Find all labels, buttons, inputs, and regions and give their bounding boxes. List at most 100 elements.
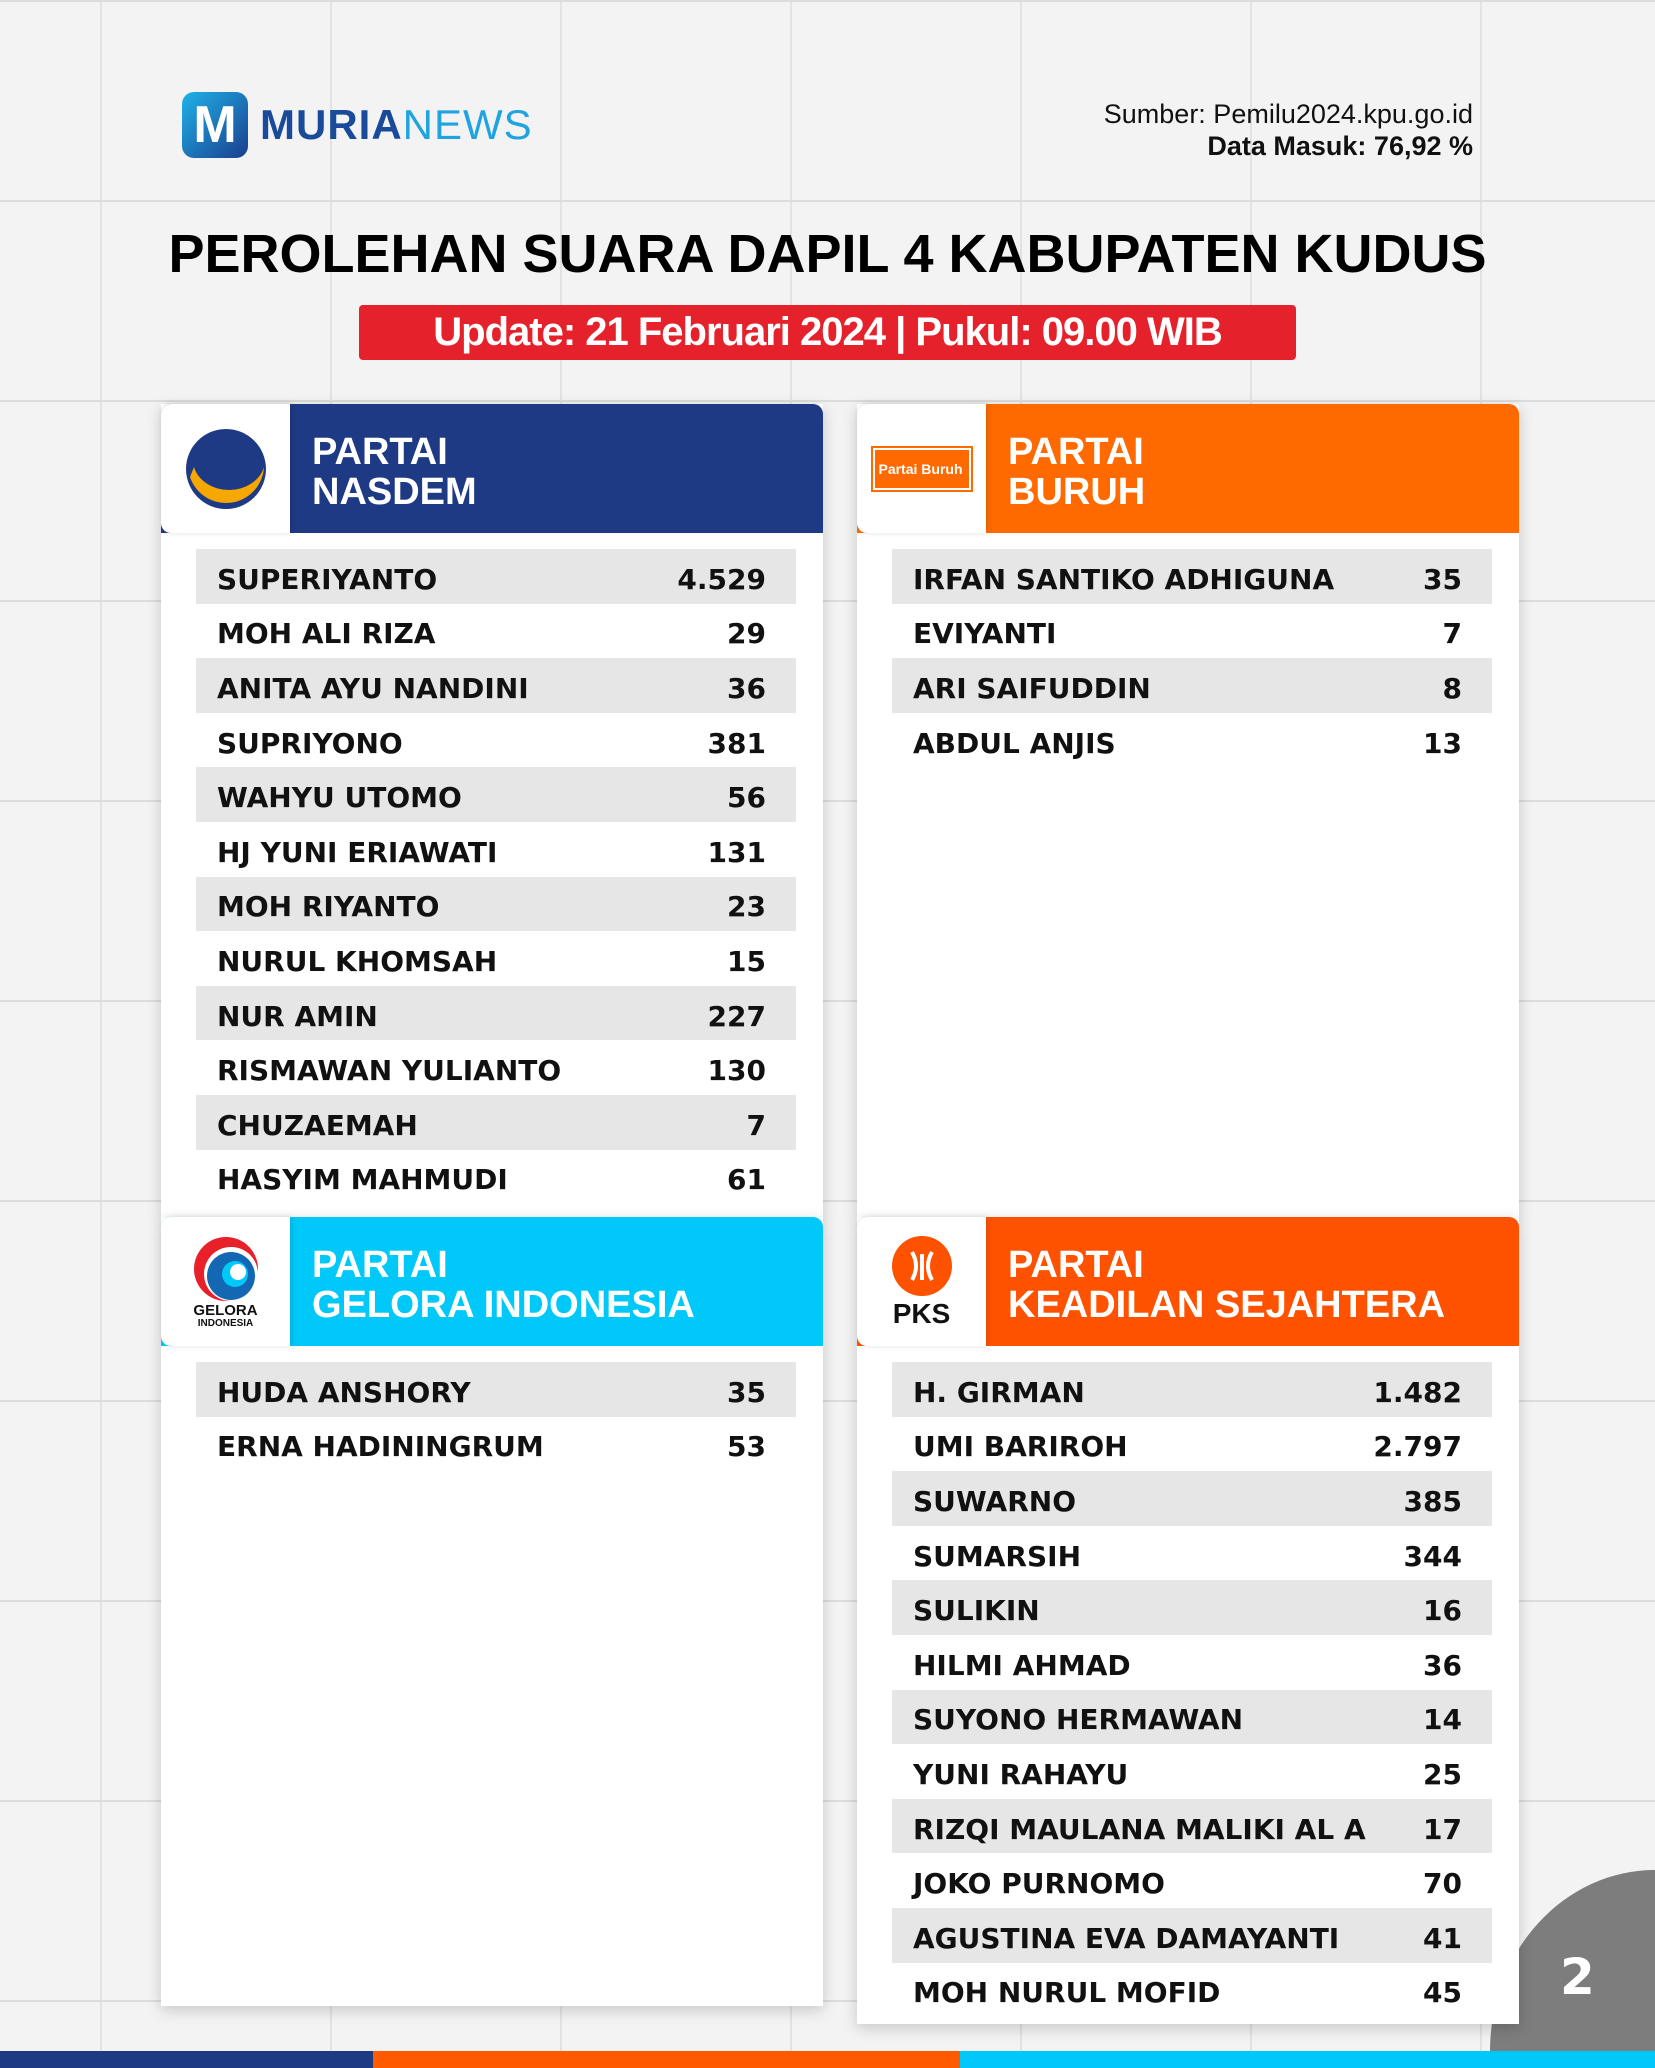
candidate-name: ABDUL ANJIS xyxy=(913,726,1116,760)
candidate-row: JOKO PURNOMO 70 xyxy=(892,1853,1492,1908)
candidate-name: MOH NURUL MOFID xyxy=(913,1976,1221,2010)
candidate-name: AGUSTINA EVA DAMAYANTI xyxy=(913,1921,1340,1955)
vote-count: 35 xyxy=(727,1375,766,1409)
logo-mark: M xyxy=(182,92,248,158)
vote-count: 130 xyxy=(707,1054,766,1088)
gelora-logo: GELORA INDONESIA xyxy=(161,1217,290,1346)
nasdem-logo xyxy=(161,404,290,533)
candidate-row: ANITA AYU NANDINI 36 xyxy=(196,658,796,713)
candidate-name: ARI SAIFUDDIN xyxy=(913,671,1151,705)
candidate-name: CHUZAEMAH xyxy=(217,1108,418,1142)
candidate-row: ABDUL ANJIS 13 xyxy=(892,713,1492,768)
vote-count: 16 xyxy=(1423,1594,1462,1628)
candidate-row: AGUSTINA EVA DAMAYANTI 41 xyxy=(892,1907,1492,1963)
candidate-row: IRFAN SANTIKO ADHIGUNA 35 xyxy=(892,549,1492,604)
candidate-name: NUR AMIN xyxy=(217,999,378,1033)
candidate-row: RISMAWAN YULIANTO 130 xyxy=(196,1040,796,1095)
candidate-row: HJ YUNI ERIAWATI 131 xyxy=(196,822,796,877)
candidate-row: NUR AMIN 227 xyxy=(196,985,796,1041)
vote-count: 385 xyxy=(1403,1484,1462,1518)
candidate-row: SUPERIYANTO 4.529 xyxy=(196,549,796,604)
party-card-gelora: GELORA INDONESIA PARTAI GELORA INDONESIA … xyxy=(161,1217,823,2006)
candidate-row: WAHYU UTOMO 56 xyxy=(196,767,796,822)
party-name-line1: PARTAI xyxy=(312,1244,448,1286)
vote-count: 23 xyxy=(727,890,766,924)
candidate-name: EVIYANTI xyxy=(913,617,1057,651)
candidate-row: UMI BARIROH 2.797 xyxy=(892,1417,1492,1472)
party-card-nasdem: PARTAI NASDEM SUPERIYANTO 4.529 MOH ALI RIZ… xyxy=(161,404,823,1217)
candidate-row: NURUL KHOMSAH 15 xyxy=(196,931,796,986)
vote-count: 13 xyxy=(1423,726,1462,760)
source-info: Sumber: Pemilu2024.kpu.go.id Data Masuk:… xyxy=(1104,98,1473,162)
party-name-line1: PARTAI xyxy=(312,431,448,473)
candidate-row: H. GIRMAN 1.482 xyxy=(892,1362,1492,1417)
vote-count: 36 xyxy=(1423,1648,1462,1682)
candidate-row: MOH RIYANTO 23 xyxy=(196,876,796,932)
candidate-row: SUYONO HERMAWAN 14 xyxy=(892,1689,1492,1745)
vote-count: 8 xyxy=(1442,671,1462,705)
candidate-row: YUNI RAHAYU 25 xyxy=(892,1744,1492,1799)
candidate-name: WAHYU UTOMO xyxy=(217,781,462,815)
candidate-name: SUPRIYONO xyxy=(217,726,403,760)
candidate-name: NURUL KHOMSAH xyxy=(217,944,498,978)
party-name-line1: PARTAI xyxy=(1008,1244,1144,1286)
vote-count: 15 xyxy=(727,944,766,978)
candidate-name: YUNI RAHAYU xyxy=(913,1757,1129,1791)
candidate-name: SUMARSIH xyxy=(913,1539,1082,1573)
candidate-row: MOH ALI RIZA 29 xyxy=(196,604,796,659)
data-progress: Data Masuk: 76,92 % xyxy=(1207,131,1473,161)
partai-buruh-logo: Partai Buruh xyxy=(857,404,986,533)
candidate-name: HUDA ANSHORY xyxy=(217,1375,471,1409)
vote-count: 25 xyxy=(1423,1757,1462,1791)
candidate-name: HASYIM MAHMUDI xyxy=(217,1163,508,1197)
footer-bar-orange xyxy=(373,2051,960,2068)
vote-count: 2.797 xyxy=(1373,1430,1462,1464)
candidate-name: SUYONO HERMAWAN xyxy=(913,1703,1244,1737)
vote-count: 4.529 xyxy=(677,562,766,596)
candidate-row: ERNA HADININGRUM 53 xyxy=(196,1417,796,1472)
footer-bar-cyan xyxy=(960,2051,1655,2068)
party-name-line2: NASDEM xyxy=(312,471,477,513)
vote-count: 53 xyxy=(727,1430,766,1464)
vote-count: 29 xyxy=(727,617,766,651)
vote-count: 7 xyxy=(1442,617,1462,651)
candidate-row: HUDA ANSHORY 35 xyxy=(196,1362,796,1417)
candidate-name: RISMAWAN YULIANTO xyxy=(217,1054,562,1088)
candidate-name: RIZQI MAULANA MALIKI AL A xyxy=(913,1812,1366,1846)
candidate-row: SUWARNO 385 xyxy=(892,1471,1492,1526)
party-name-line2: KEADILAN SEJAHTERA xyxy=(1008,1284,1446,1326)
candidate-row: HILMI AHMAD 36 xyxy=(892,1635,1492,1690)
vote-count: 45 xyxy=(1423,1976,1462,2010)
source-text: Sumber: Pemilu2024.kpu.go.id xyxy=(1103,99,1473,129)
candidate-name: IRFAN SANTIKO ADHIGUNA xyxy=(913,562,1335,596)
candidate-name: ANITA AYU NANDINI xyxy=(217,671,529,705)
vote-count: 61 xyxy=(727,1163,766,1197)
candidate-name: MOH RIYANTO xyxy=(217,890,440,924)
candidate-name: SUPERIYANTO xyxy=(217,562,438,596)
party-name-line2: GELORA INDONESIA xyxy=(312,1284,695,1326)
page-title: PEROLEHAN SUARA DAPIL 4 KABUPATEN KUDUS xyxy=(168,224,1487,284)
candidate-name: MOH ALI RIZA xyxy=(217,617,436,651)
vote-count: 381 xyxy=(707,726,766,760)
candidate-name: UMI BARIROH xyxy=(913,1430,1128,1464)
candidate-row: RIZQI MAULANA MALIKI AL A 17 xyxy=(892,1798,1492,1854)
vote-count: 35 xyxy=(1423,562,1462,596)
vote-count: 17 xyxy=(1423,1812,1462,1846)
page-number: 2 xyxy=(1560,1948,1595,2006)
footer-bar-navy xyxy=(0,2051,373,2068)
candidate-name: HILMI AHMAD xyxy=(913,1648,1131,1682)
vote-count: 41 xyxy=(1423,1921,1462,1955)
candidate-row: SUMARSIH 344 xyxy=(892,1526,1492,1581)
update-banner: Update: 21 Februari 2024 | Pukul: 09.00 … xyxy=(359,305,1296,360)
vote-count: 36 xyxy=(727,671,766,705)
candidate-name: SUWARNO xyxy=(913,1484,1076,1518)
candidate-name: ERNA HADININGRUM xyxy=(217,1430,544,1464)
candidate-row: MOH NURUL MOFID 45 xyxy=(892,1963,1492,2018)
candidate-name: H. GIRMAN xyxy=(913,1375,1085,1409)
candidate-row: CHUZAEMAH 7 xyxy=(196,1094,796,1150)
candidate-row: EVIYANTI 7 xyxy=(892,604,1492,659)
party-card-pks: PKS PARTAI KEADILAN SEJAHTERA H. GIRMAN 1.… xyxy=(857,1217,1519,2024)
logo-wordmark: MURIANEWS xyxy=(260,101,533,148)
party-card-buruh: Partai Buruh PARTAI BURUH IRFAN SANTIKO A… xyxy=(857,404,1519,1217)
vote-count: 70 xyxy=(1423,1867,1462,1901)
